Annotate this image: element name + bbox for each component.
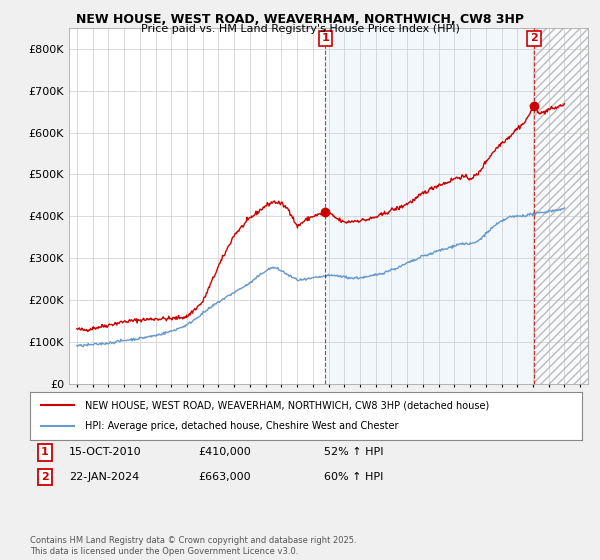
Text: 15-OCT-2010: 15-OCT-2010 <box>69 447 142 458</box>
Text: 1: 1 <box>322 34 329 43</box>
Text: 60% ↑ HPI: 60% ↑ HPI <box>324 472 383 482</box>
Bar <box>325 28 534 384</box>
Text: HPI: Average price, detached house, Cheshire West and Chester: HPI: Average price, detached house, Ches… <box>85 421 398 431</box>
Text: 1: 1 <box>41 447 49 458</box>
Text: 2: 2 <box>41 472 49 482</box>
Text: £410,000: £410,000 <box>198 447 251 458</box>
Text: Price paid vs. HM Land Registry's House Price Index (HPI): Price paid vs. HM Land Registry's House … <box>140 24 460 34</box>
Text: 52% ↑ HPI: 52% ↑ HPI <box>324 447 383 458</box>
Text: 2: 2 <box>530 34 538 43</box>
Text: Contains HM Land Registry data © Crown copyright and database right 2025.
This d: Contains HM Land Registry data © Crown c… <box>30 536 356 556</box>
Bar <box>534 28 588 384</box>
Bar <box>534 28 588 384</box>
Text: NEW HOUSE, WEST ROAD, WEAVERHAM, NORTHWICH, CW8 3HP (detached house): NEW HOUSE, WEST ROAD, WEAVERHAM, NORTHWI… <box>85 400 490 410</box>
Text: NEW HOUSE, WEST ROAD, WEAVERHAM, NORTHWICH, CW8 3HP: NEW HOUSE, WEST ROAD, WEAVERHAM, NORTHWI… <box>76 13 524 26</box>
Text: 22-JAN-2024: 22-JAN-2024 <box>69 472 139 482</box>
Text: £663,000: £663,000 <box>198 472 251 482</box>
